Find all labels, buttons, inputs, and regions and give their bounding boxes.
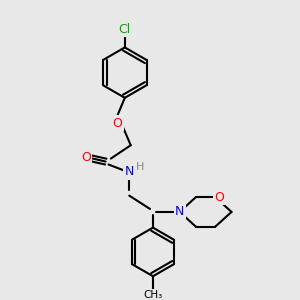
Text: O: O [81, 151, 91, 164]
Text: CH₃: CH₃ [143, 290, 163, 300]
Text: O: O [112, 116, 122, 130]
Text: N: N [124, 165, 134, 178]
Text: N: N [175, 206, 184, 218]
Text: O: O [214, 190, 224, 204]
Text: Cl: Cl [119, 22, 131, 35]
Text: H: H [135, 162, 144, 172]
